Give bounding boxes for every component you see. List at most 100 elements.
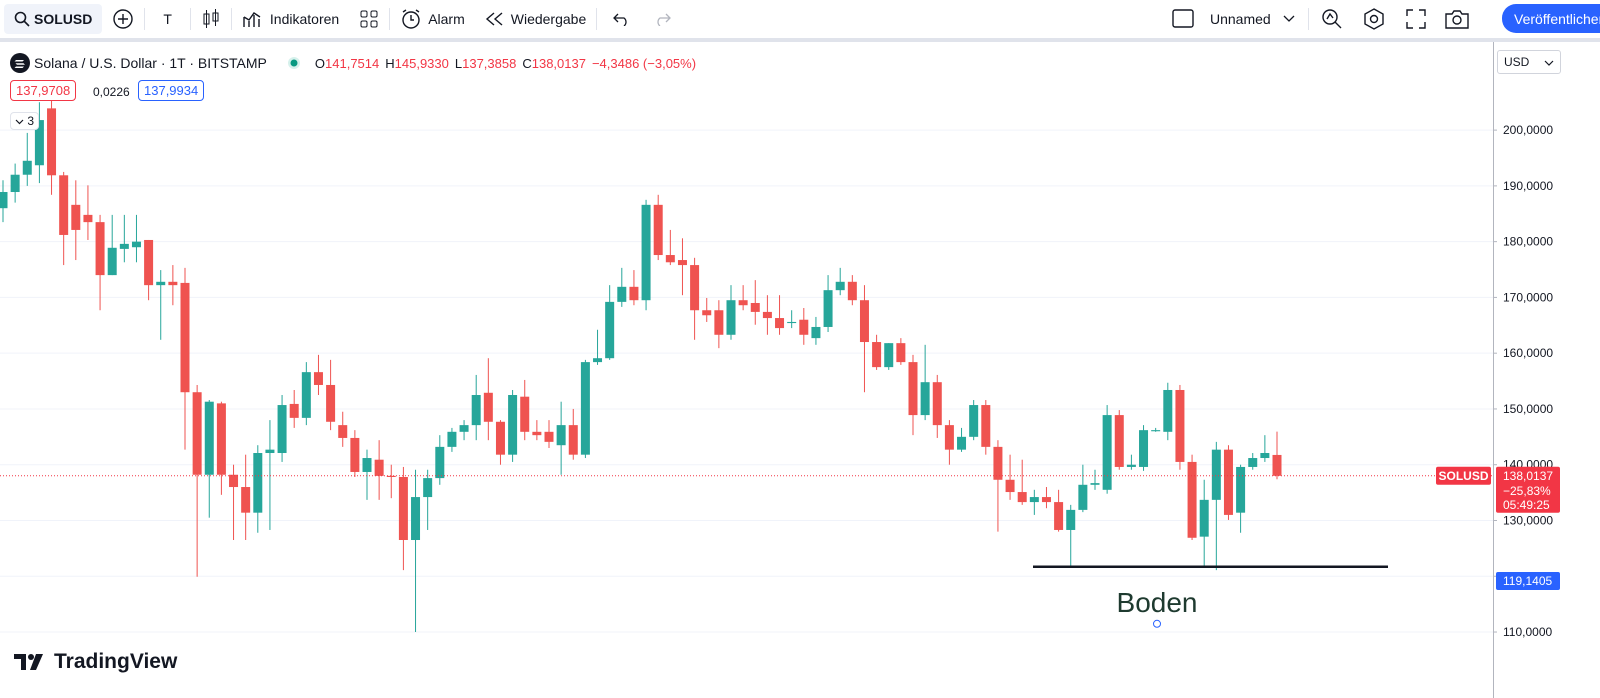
separator (596, 8, 598, 30)
candle-body (944, 425, 954, 450)
candle-body (993, 446, 1003, 480)
interval: T (163, 11, 172, 27)
fullscreen-icon[interactable] (1405, 8, 1427, 30)
candle-body (1126, 464, 1136, 467)
candle-body (423, 478, 433, 498)
candle-body (1199, 499, 1209, 537)
candle-body (1163, 389, 1173, 432)
brand-name: TradingView (54, 650, 178, 673)
replay: Wiedergabe (510, 11, 587, 27)
interval-button[interactable]: T (145, 0, 190, 38)
candle-body (1223, 449, 1233, 515)
y-tick-label: 190,0000 (1503, 179, 1553, 193)
bid: 137,9708 (10, 80, 77, 101)
candle-body (1187, 461, 1197, 538)
y-tick-label: 160,0000 (1503, 346, 1553, 360)
chevron (1544, 60, 1554, 66)
candle-body (690, 265, 700, 311)
candle-body (265, 449, 275, 454)
candle-body (1248, 458, 1258, 467)
chart-type-button[interactable] (191, 0, 231, 38)
redo-button[interactable] (647, 0, 677, 38)
candle-body (932, 382, 942, 426)
candle-body (326, 384, 336, 422)
indicators-button[interactable]: Indikatoren (232, 0, 349, 38)
candle-body (568, 425, 578, 455)
candle-body (847, 281, 857, 301)
annotation-text: Boden (1117, 587, 1198, 618)
layout-menu[interactable]: Unnamed (1172, 0, 1295, 38)
candle-body (168, 281, 178, 286)
candle-body (386, 475, 396, 477)
ohlc-value: 138,0137 (531, 55, 586, 71)
candle-body (1114, 415, 1124, 467)
alarm-icon (402, 9, 420, 29)
settings-icon[interactable] (1362, 7, 1386, 31)
indicators-icon (243, 12, 261, 27)
replay-button[interactable]: Wiedergabe (475, 0, 597, 38)
indicators-toggle[interactable]: 3 (10, 112, 40, 130)
currency-select[interactable]: USD (1497, 50, 1561, 74)
layouts-button[interactable] (349, 0, 389, 38)
candle-body (823, 290, 833, 327)
alert-button[interactable]: Alarm (390, 0, 475, 38)
separator (389, 8, 391, 30)
ask: 137,9934 (138, 80, 205, 101)
candle-body (34, 120, 44, 166)
candle-body (896, 343, 906, 363)
candle-body (872, 342, 882, 368)
candle-body (617, 286, 627, 302)
candle-body (1017, 492, 1027, 503)
candle-body (859, 300, 869, 343)
candle-body (835, 281, 845, 291)
candle-body (762, 311, 772, 319)
snapshot-icon[interactable] (1444, 7, 1470, 31)
candle-body (253, 453, 263, 513)
candle-body (969, 405, 979, 437)
candle-body (1041, 497, 1051, 503)
publish-button[interactable]: Veröffentlichen (1502, 4, 1600, 33)
branding: TradingView (14, 650, 177, 674)
candle-body (1175, 389, 1185, 462)
quick-search-icon[interactable] (1320, 7, 1344, 31)
solana-logo (10, 53, 30, 73)
symbol-tag (1436, 466, 1491, 485)
last-price-label: 138,0137 (1503, 469, 1553, 483)
candle-body (216, 403, 226, 475)
candle-body (59, 175, 69, 235)
y-tick-label: 110,0000 (1503, 625, 1552, 639)
last-price-change: −25,83% (1503, 484, 1551, 498)
candle-body (508, 395, 518, 455)
candle-body (131, 241, 141, 248)
candle-body (677, 260, 687, 266)
candle-body (313, 372, 323, 385)
ohlc-value: 145,9330 (394, 55, 449, 71)
candle-body (908, 362, 918, 416)
redo-icon (657, 13, 672, 26)
chart: 110,0000120,0000130,0000140,0000150,0000… (0, 42, 1560, 698)
candle-body (532, 431, 542, 436)
undo-button[interactable] (597, 0, 647, 38)
collapsed-count: 3 (27, 114, 35, 128)
candle-body (22, 160, 32, 175)
candle-body (362, 458, 372, 472)
price-tag-label: 119,1405 (1503, 574, 1552, 588)
candle-body (1090, 483, 1100, 485)
candle-body (229, 474, 239, 488)
candle-body (495, 421, 505, 455)
indicators: Indikatoren (269, 11, 340, 27)
candle-body (920, 382, 930, 416)
candle-body (483, 392, 493, 422)
ohlc-label: L (454, 55, 463, 71)
candle-body (1260, 453, 1270, 459)
candle-body (884, 343, 894, 368)
compare-button[interactable] (102, 0, 144, 38)
symbol-search[interactable]: SOLUSD (4, 4, 103, 34)
candle-body (301, 372, 311, 418)
candle-body (144, 239, 154, 286)
candle-body (726, 300, 736, 335)
undo-icon (613, 13, 627, 26)
candle-body (435, 446, 445, 479)
candle-body (811, 326, 821, 339)
